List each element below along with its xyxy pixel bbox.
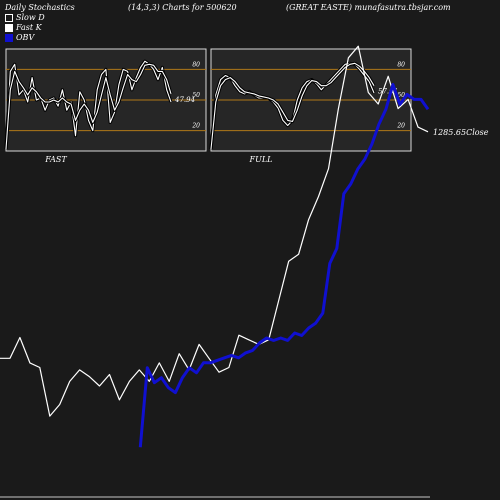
chart-params: (14,3,3) Charts for 500620 [128,3,237,12]
tick-label-full-50: 50 [397,92,405,99]
legend-item-obv: OBV [5,33,34,42]
legend-label-fast-k: Fast K [16,23,42,32]
last-value-full: 57.61 [378,88,398,96]
fast-k-line-fast [5,60,172,150]
slow-d-line-fast [5,63,172,150]
tick-label-full-80: 80 [397,61,405,68]
obv-swatch [5,33,13,42]
close-price-line [0,45,429,417]
chart-title: Daily Stochastics [5,3,75,12]
legend-item-fast-k: Fast K [5,23,42,32]
last-close-label: 1285.65Close [433,128,489,137]
panel-title-full: FULL [249,155,273,164]
company-source: (GREAT EASTE) munafasutra.tbsjar.com [286,3,451,12]
last-value-fast: 47.94 [174,96,195,104]
obv-line [138,83,430,448]
legend-label-slow-d: Slow D [16,13,45,22]
slow-d-swatch [5,13,13,22]
last-close-value: 1285.65 [433,128,466,137]
tick-label-fast-20: 20 [191,123,200,130]
tick-label-fast-50: 50 [192,92,200,99]
fast-k-swatch [5,23,13,32]
last-close-suffix: Close [466,128,489,137]
tick-label-full-20: 20 [396,123,405,130]
tick-label-fast-80: 80 [192,61,200,68]
legend-label-obv: OBV [16,33,35,42]
panel-title-fast: FAST [44,155,67,164]
legend-item-slow-d: Slow D [5,13,45,22]
